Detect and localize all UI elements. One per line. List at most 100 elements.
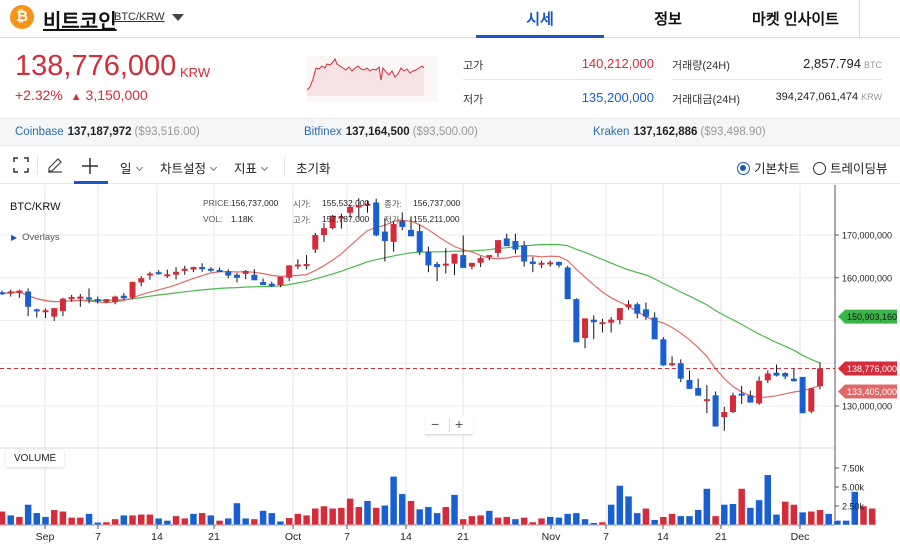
zoom-out-button[interactable]: − (431, 416, 440, 432)
ohlc-high-value: 157,787,000 (322, 214, 370, 224)
pencil-icon[interactable] (46, 156, 64, 177)
candle-body (77, 296, 84, 299)
candle-body (42, 310, 49, 313)
ohlc-close-value: 156,737,000 (413, 198, 461, 208)
candle-body (782, 373, 789, 377)
exchange-name[interactable]: Coinbase (15, 126, 64, 138)
exchange-kraken: Kraken 137,162,886 ($93,498.90) (593, 126, 766, 138)
exchange-name[interactable]: Kraken (593, 126, 630, 138)
volume-bar (468, 515, 476, 526)
current-price: 138,776,000 (15, 50, 177, 82)
volume-bar (250, 518, 259, 526)
candle-body (347, 206, 354, 213)
candle-body (608, 319, 615, 323)
candle-body (790, 378, 797, 382)
volume-bar (563, 513, 572, 526)
x-tick-label: 7 (603, 531, 609, 543)
candle-body (381, 231, 388, 241)
volume-bar (207, 514, 215, 526)
volume-bar (729, 503, 737, 526)
ma-short-tag (838, 384, 897, 399)
volume-bar (67, 517, 76, 526)
volume-bar (589, 522, 598, 526)
chevron-down-icon[interactable] (172, 14, 184, 21)
coin-name-link[interactable]: 비트코인 (43, 11, 117, 33)
candle-body (486, 255, 493, 258)
exchange-coinbase: Coinbase 137,187,972 ($93,516.00) (15, 126, 200, 138)
volume-bar (241, 517, 250, 526)
chart-settings-dropdown[interactable]: 차트설정 (160, 158, 218, 177)
volume-bar (198, 512, 206, 526)
tab-info[interactable]: 정보 (654, 11, 682, 28)
volume-bar (511, 518, 520, 526)
chart-symbol: BTC/KRW (10, 201, 61, 213)
volume-bar (189, 513, 198, 526)
overlays-toggle[interactable]: ▶ Overlays (11, 232, 60, 243)
volume-bar (694, 509, 702, 526)
candle-body (616, 308, 623, 321)
volume-value: 2,857.794 BTC (740, 56, 882, 71)
ohlc-price-value: 156,737,000 (231, 198, 279, 208)
volume-bar (320, 505, 328, 526)
zoom-controls: − + (425, 415, 473, 435)
reset-button[interactable]: 초기화 (296, 162, 331, 176)
volume-bar (311, 508, 320, 526)
volume-bar (677, 515, 685, 526)
volume-bar (276, 520, 285, 526)
fullscreen-icon[interactable] (12, 156, 30, 177)
price-chart[interactable]: 170,000,000 160,000,000 130,000,000 7.50k 5.… (0, 185, 900, 554)
candle-body (312, 235, 319, 250)
volume-bar (381, 504, 389, 526)
candle-body (373, 202, 380, 236)
tab-market-price[interactable]: 시세 (526, 11, 554, 28)
candle-body (538, 262, 545, 265)
low-value: 135,200,000 (581, 90, 654, 105)
candle-body (25, 291, 32, 307)
view-tradingview-radio[interactable]: 트레이딩뷰 (813, 158, 888, 177)
crosshair-icon[interactable] (80, 156, 100, 179)
volume-bar (0, 511, 6, 526)
exchange-name[interactable]: Bitfinex (304, 126, 342, 138)
exchange-bitfinex: Bitfinex 137,164,500 ($93,500.00) (304, 126, 478, 138)
candle-body (434, 264, 441, 268)
candle-body (120, 295, 127, 299)
view-basic-radio[interactable]: 기본차트 (737, 158, 800, 177)
candlestick-chart[interactable]: 170,000,000 160,000,000 130,000,000 7.50k 5.… (0, 185, 900, 554)
candle-body (320, 228, 327, 235)
coin-pair-link[interactable]: BTC/KRW (114, 11, 165, 23)
ohlc-high-label: 고가: (293, 215, 312, 225)
volume-bar (363, 500, 372, 526)
volume-bar (407, 500, 415, 526)
volume-bar (76, 517, 85, 526)
ma-short-line (1, 219, 821, 399)
volume-bar (755, 499, 763, 526)
volume-bar (824, 513, 833, 526)
volume-bar (764, 474, 772, 526)
candle-body (756, 380, 763, 404)
volume-bar (798, 511, 807, 526)
zoom-in-button[interactable]: + (455, 416, 464, 432)
current-price-tag (838, 361, 897, 376)
volume-bar (59, 511, 67, 526)
candle-body (416, 231, 423, 253)
volume-bar (851, 491, 859, 526)
tab-market-insight[interactable]: 마켓 인사이트 (752, 11, 839, 28)
volume-bar (502, 516, 511, 526)
volume-bar (537, 517, 546, 526)
volume-bar (41, 516, 50, 526)
volume-bar (215, 520, 224, 526)
volume-bar (485, 510, 494, 526)
candle-body (138, 278, 145, 283)
volume-label: 거래량(24H) (672, 60, 730, 72)
volume-bar (450, 494, 459, 526)
ohlc-low-value: 155,211,000 (413, 214, 460, 224)
candle-body (51, 308, 58, 317)
candle-body (695, 388, 702, 396)
volume-bar (415, 508, 424, 526)
volume-bar (294, 513, 302, 526)
volume-bar (703, 488, 711, 526)
indicators-dropdown[interactable]: 지표 (234, 158, 269, 177)
volume-bar (790, 504, 798, 526)
volume-bar (154, 517, 163, 526)
period-dropdown[interactable]: 일 (120, 158, 143, 177)
